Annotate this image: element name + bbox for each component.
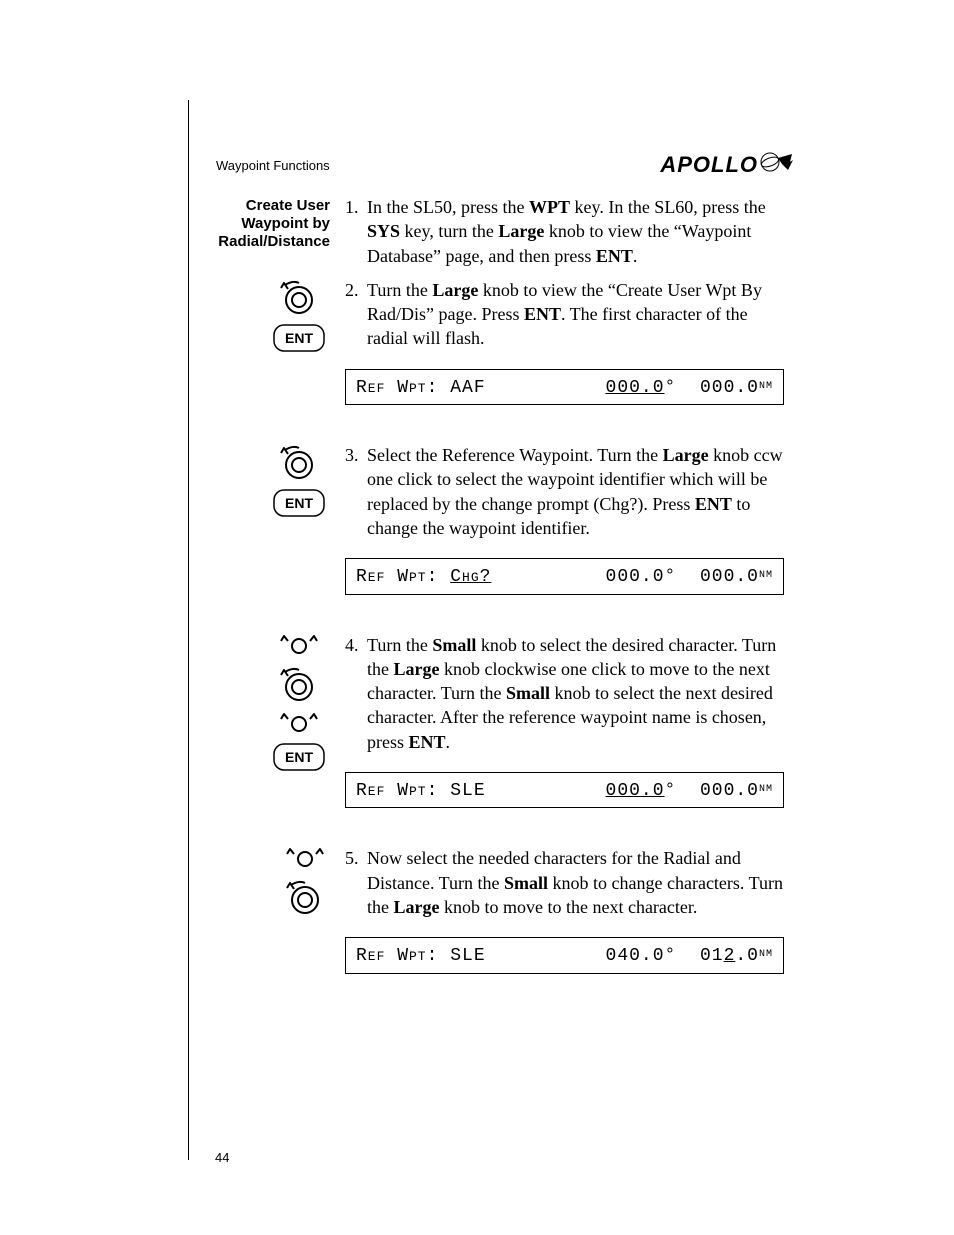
lcd-radial: 000.0 [606, 779, 665, 803]
lcd-display: Ref Wpt: SLE 000.0° 000.0nm [345, 772, 784, 808]
page-number: 44 [215, 1150, 229, 1165]
ent-button-icon: ENT [273, 489, 325, 517]
step-number: 3. [345, 443, 367, 540]
step-number: 4. [345, 633, 367, 754]
lcd-display: Ref Wpt: Chg? 000.0° 000.0nm [345, 558, 784, 594]
sidebar-heading-line: Radial/Distance [0, 233, 330, 251]
page-header: Waypoint Functions APOLLO [216, 152, 794, 178]
small-knob-icon [285, 846, 325, 872]
lcd-distance-c: .0 [735, 944, 759, 968]
lcd-distance-b: 2 [724, 944, 736, 968]
section-title: Waypoint Functions [216, 158, 330, 173]
step-number: 1. [345, 195, 367, 268]
step-text: In the SL50, press the WPT key. In the S… [367, 195, 784, 268]
step-number: 5. [345, 846, 367, 919]
svg-text:ENT: ENT [285, 495, 313, 511]
small-knob-icon [279, 633, 319, 659]
sidebar-heading-line: Create User [0, 197, 330, 215]
lcd-degree: ° [665, 944, 677, 968]
lcd-degree: ° [665, 779, 677, 803]
lcd-radial: 000.0 [606, 376, 665, 400]
lcd-distance: 000.0 [700, 779, 759, 803]
step-number: 2. [345, 278, 367, 351]
ent-button-icon: ENT [273, 324, 325, 352]
lcd-label: Ref Wpt: [356, 779, 450, 803]
lcd-unit: nm [759, 779, 773, 803]
step-3: 3. Select the Reference Waypoint. Turn t… [345, 443, 784, 540]
lcd-unit: nm [759, 376, 773, 400]
lcd-label: Ref Wpt: [356, 376, 450, 400]
small-knob-icon [279, 711, 319, 737]
lcd-distance: 000.0 [700, 376, 759, 400]
lcd-display: Ref Wpt: AAF 000.0° 000.0nm [345, 369, 784, 405]
sidebar-heading-line: Waypoint by [0, 215, 330, 233]
lcd-label: Ref Wpt: [356, 944, 450, 968]
large-knob-icon [285, 878, 325, 918]
lcd-radial: 000.0 [606, 565, 665, 589]
lcd-unit: nm [759, 565, 773, 589]
lcd-degree: ° [665, 565, 677, 589]
step-4: 4. Turn the Small knob to select the des… [345, 633, 784, 754]
logo-swoosh-icon [760, 152, 794, 178]
lcd-waypoint-id: AAF [450, 376, 485, 400]
svg-text:ENT: ENT [285, 330, 313, 346]
ent-button-icon: ENT [273, 743, 325, 771]
step-text: Now select the needed characters for the… [367, 846, 784, 919]
svg-text:ENT: ENT [285, 749, 313, 765]
lcd-degree: ° [665, 376, 677, 400]
step-text: Turn the Large knob to view the “Create … [367, 278, 784, 351]
large-knob-icon [279, 278, 319, 318]
step-1: 1. In the SL50, press the WPT key. In th… [345, 195, 784, 268]
large-knob-icon [279, 665, 319, 705]
lcd-waypoint-id: SLE [450, 779, 485, 803]
lcd-waypoint-id: Chg? [450, 565, 491, 589]
lcd-radial: 040.0 [606, 944, 665, 968]
sidebar-heading: Create User Waypoint by Radial/Distance [0, 195, 345, 251]
lcd-distance-a: 01 [700, 944, 724, 968]
apollo-logo: APOLLO [660, 152, 794, 178]
step-text: Select the Reference Waypoint. Turn the … [367, 443, 784, 540]
lcd-label: Ref Wpt: [356, 565, 450, 589]
logo-text: APOLLO [660, 152, 758, 178]
step-2: 2. Turn the Large knob to view the “Crea… [345, 278, 784, 351]
lcd-waypoint-id: SLE [450, 944, 485, 968]
step-5: 5. Now select the needed characters for … [345, 846, 784, 919]
step-text: Turn the Small knob to select the desire… [367, 633, 784, 754]
lcd-display: Ref Wpt: SLE 040.0° 012.0nm [345, 937, 784, 973]
lcd-unit: nm [759, 944, 773, 968]
large-knob-icon [279, 443, 319, 483]
lcd-distance: 000.0 [700, 565, 759, 589]
